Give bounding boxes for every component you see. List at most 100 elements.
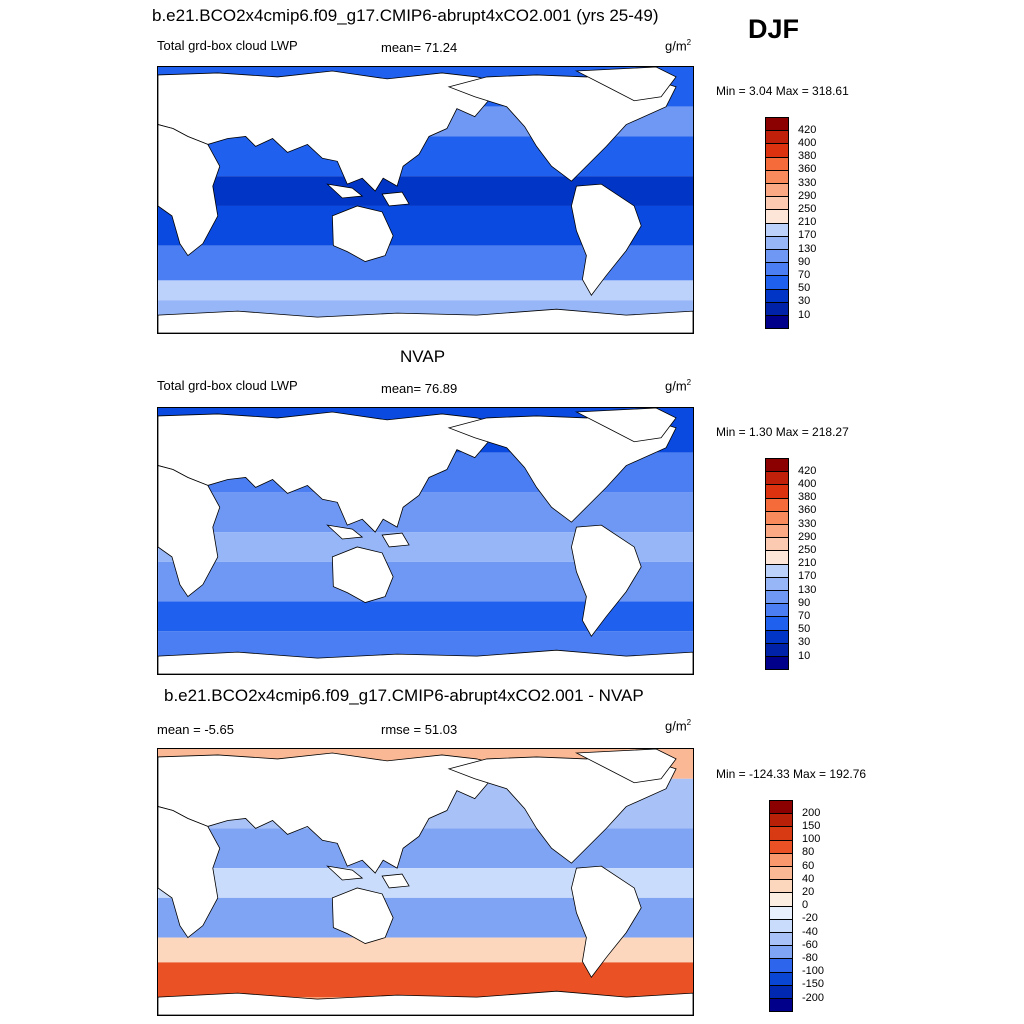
colorbar-swatch [765, 183, 789, 198]
colorbar-swatch [765, 235, 789, 250]
colorbar-tick-label: 290 [798, 530, 817, 543]
colorbar-tick-label: 70 [798, 609, 811, 622]
colorbar-swatch [769, 945, 793, 960]
colorbar-swatch [769, 879, 793, 894]
continent-outline [158, 70, 508, 192]
continent-outline [331, 205, 394, 262]
continent-outline [571, 865, 642, 979]
colorbar-swatch [765, 656, 789, 671]
panel-3-title: b.e21.BCO2x4cmip6.f09_g17.CMIP6-abrupt4x… [164, 686, 644, 705]
ocean-band [158, 280, 693, 301]
colorbar-tick-label: -100 [802, 965, 825, 978]
panel-2-minmax-label: Min = 1.30 Max = 218.27 [716, 425, 849, 439]
colorbar-tick-label: 130 [798, 242, 817, 255]
continent-outline [447, 411, 677, 523]
colorbar-swatch [769, 852, 793, 867]
colorbar-swatch [769, 826, 793, 841]
colorbar-tick-label: 60 [802, 859, 815, 872]
colorbar-tick-label: -40 [802, 925, 818, 938]
panel-3-minmax-label: Min = -124.33 Max = 192.76 [716, 767, 867, 781]
colorbar-tick-label: 90 [798, 255, 811, 268]
colorbar-swatch [765, 471, 789, 486]
panel-1-unit-label: g/m2 [665, 38, 692, 54]
panel-3-mean-label: mean = -5.65 [157, 722, 234, 737]
colorbar-swatch [765, 262, 789, 277]
colorbar-tick-label: 250 [798, 543, 817, 556]
colorbar-swatch [765, 510, 789, 525]
panel-3-rmse-label: rmse = 51.03 [381, 722, 458, 737]
colorbar-tick-label: -60 [802, 938, 818, 951]
colorbar-swatch [765, 117, 789, 132]
continent-outline [574, 749, 677, 784]
colorbar-swatch [765, 143, 789, 158]
continent-outline [571, 183, 642, 297]
colorbar-swatch [769, 813, 793, 828]
colorbar-tick-label: -150 [802, 978, 825, 991]
continent-outline [326, 524, 364, 540]
map-canvas [158, 408, 693, 674]
colorbar-tick-label: 360 [798, 163, 817, 176]
colorbar-tick-label: 200 [802, 806, 821, 819]
colorbar-tick-label: 400 [798, 477, 817, 490]
map-canvas [158, 749, 693, 1015]
panel-1-mean-label: mean= 71.24 [381, 40, 458, 55]
colorbar-tick-label: 330 [798, 517, 817, 530]
colorbar-swatch [769, 905, 793, 920]
panel-2-mean-label: mean= 76.89 [381, 381, 458, 396]
season-label: DJF [748, 14, 800, 44]
continent-outline [158, 308, 693, 333]
panel-2-map [157, 407, 694, 675]
colorbar-tick-label: 130 [798, 583, 817, 596]
colorbar-tick-label: 90 [798, 596, 811, 609]
colorbar-tick-label: 20 [802, 885, 815, 898]
colorbar-swatch [769, 998, 793, 1013]
colorbar-tick-label: 290 [798, 189, 817, 202]
colorbar-swatch [765, 629, 789, 644]
colorbar-swatch [769, 932, 793, 947]
colorbar-tick-label: -200 [802, 991, 825, 1004]
colorbar-tick-label: 360 [798, 504, 817, 517]
colorbar-swatch [765, 315, 789, 330]
colorbar-tick-label: 30 [798, 295, 811, 308]
continent-outline [158, 990, 693, 1015]
colorbar-swatch [769, 892, 793, 907]
continent-outline [158, 124, 221, 257]
colorbar-swatch [765, 301, 789, 316]
colorbar-tick-label: 380 [798, 491, 817, 504]
colorbar-swatch [769, 918, 793, 933]
colorbar-tick-label: 210 [798, 557, 817, 570]
colorbar-swatch [765, 484, 789, 499]
colorbar-tick-label: 50 [798, 282, 811, 295]
colorbar-swatch [765, 169, 789, 184]
continent-outline [158, 465, 221, 598]
ocean-band [158, 492, 693, 533]
colorbar-tick-label: 380 [798, 150, 817, 163]
colorbar-tick-label: 10 [798, 649, 811, 662]
colorbar-tick-label: 30 [798, 636, 811, 649]
colorbar-swatch [765, 550, 789, 565]
colorbar-tick-label: 170 [798, 229, 817, 242]
colorbar-tick-label: 50 [798, 623, 811, 636]
colorbar-swatch [769, 971, 793, 986]
panel-1-map [157, 66, 694, 334]
colorbar-swatch [765, 616, 789, 631]
colorbar-swatch [765, 130, 789, 145]
colorbar-swatch [765, 458, 789, 473]
continent-outline [331, 887, 394, 944]
ocean-band [158, 962, 693, 998]
panel-2-unit-label: g/m2 [665, 378, 692, 394]
colorbar-swatch [765, 576, 789, 591]
colorbar-swatch [769, 984, 793, 999]
colorbar-tick-label: 250 [798, 202, 817, 215]
colorbar-swatch [765, 249, 789, 264]
continent-outline [331, 546, 394, 603]
colorbar-swatch [765, 497, 789, 512]
colorbar-swatch [769, 800, 793, 815]
continent-outline [447, 70, 677, 182]
colorbar-swatch [765, 288, 789, 303]
panel-1-minmax-label: Min = 3.04 Max = 318.61 [716, 84, 849, 98]
colorbar-tick-label: 70 [798, 268, 811, 281]
colorbar-tick-label: -80 [802, 951, 818, 964]
colorbar-tick-label: 330 [798, 176, 817, 189]
panel-2-title: NVAP [400, 347, 446, 366]
